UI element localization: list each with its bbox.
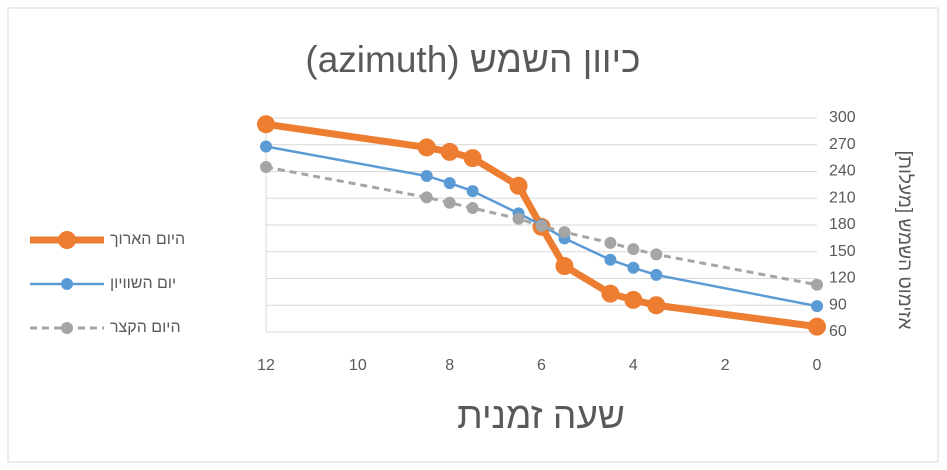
y-tick-label: 120	[829, 270, 856, 287]
data-point	[650, 268, 663, 281]
legend-marker	[58, 231, 76, 249]
data-point	[466, 185, 479, 198]
x-tick-label: 8	[445, 357, 454, 374]
data-point	[601, 284, 620, 303]
data-point	[260, 161, 272, 174]
y-axis-label: אזימוט השמש [מעלות]	[894, 151, 915, 330]
data-point	[811, 300, 823, 313]
y-tick-label: 180	[829, 216, 856, 233]
x-tick-label: 6	[537, 357, 546, 374]
x-tick-label: 2	[721, 357, 730, 374]
data-point	[627, 261, 640, 274]
data-point	[509, 176, 528, 195]
x-tick-label: 12	[257, 357, 275, 374]
x-axis-label: שעה זמנית	[457, 395, 625, 436]
data-point	[440, 142, 459, 161]
data-point	[555, 257, 574, 276]
chart-title: כיוון השמש (azimuth)	[305, 39, 640, 80]
x-tick-label: 4	[629, 357, 638, 374]
chart-border	[7, 7, 939, 463]
data-point	[604, 236, 617, 249]
data-point	[260, 140, 272, 153]
data-point	[443, 196, 456, 209]
data-point	[257, 115, 275, 134]
y-tick-label: 90	[829, 296, 847, 313]
data-point	[420, 191, 433, 204]
data-point	[420, 169, 433, 182]
y-tick-label: 60	[829, 323, 847, 340]
data-point	[624, 290, 643, 309]
data-point	[443, 177, 456, 190]
x-tick-label: 0	[813, 357, 822, 374]
data-point	[466, 202, 479, 215]
data-point	[811, 278, 823, 291]
data-point	[558, 226, 571, 239]
data-point	[604, 253, 617, 266]
y-tick-label: 270	[829, 136, 856, 153]
y-tick-label: 240	[829, 163, 856, 180]
data-point	[417, 138, 436, 157]
x-tick-label: 10	[349, 357, 367, 374]
legend-label: היום הארוך	[110, 231, 185, 248]
y-tick-label: 210	[829, 189, 856, 206]
legend-marker	[61, 278, 73, 290]
data-point	[650, 248, 663, 261]
legend-label: היום הקצר	[110, 319, 181, 336]
legend-label: יום השוויון	[110, 275, 176, 292]
data-point	[808, 317, 826, 336]
y-tick-label: 300	[829, 109, 856, 126]
data-point	[535, 219, 548, 232]
y-tick-label: 150	[829, 243, 856, 260]
data-point	[647, 296, 666, 315]
legend-marker	[61, 322, 73, 334]
data-point	[463, 149, 482, 168]
data-point	[627, 243, 640, 256]
data-point	[512, 212, 525, 225]
